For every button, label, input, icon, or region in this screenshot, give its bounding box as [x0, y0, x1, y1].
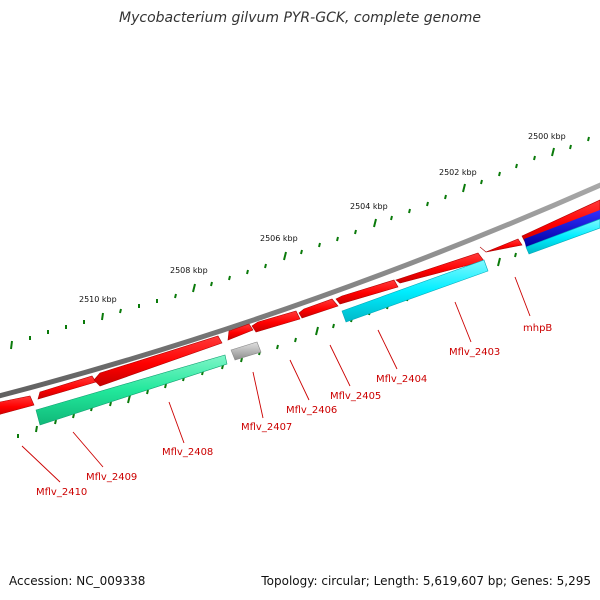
gene-label-mhpB: mhpB [523, 323, 552, 334]
cds-feature [0, 395, 35, 415]
cog-green-feature [35, 354, 228, 426]
label-leaders [21, 276, 531, 483]
cds-feature [251, 310, 301, 333]
cds-feature [479, 238, 523, 253]
gene-label-Mflv_2408: Mflv_2408 [162, 447, 213, 458]
scale-labels: 2500 kbp 2502 kbp 2504 kbp 2506 kbp 2508… [79, 132, 566, 304]
scale-label-2506: 2506 kbp [260, 234, 298, 243]
cds-feature [335, 279, 399, 305]
cog-cyan-feature [525, 218, 600, 255]
gene-label-Mflv_2409: Mflv_2409 [86, 472, 137, 483]
gene-labels: mhpB Mflv_2403 Mflv_2404 Mflv_2405 Mflv_… [36, 323, 552, 498]
gene-label-Mflv_2410: Mflv_2410 [36, 487, 87, 498]
gene-label-Mflv_2407: Mflv_2407 [241, 422, 292, 433]
gene-label-Mflv_2403: Mflv_2403 [449, 347, 500, 358]
cog-gray-feature [230, 341, 262, 361]
cog-cyan-feature [341, 259, 489, 323]
scale-label-2510: 2510 kbp [79, 295, 117, 304]
cds-feature [93, 335, 223, 387]
scale-label-2502: 2502 kbp [439, 168, 477, 177]
cds-feature [227, 323, 254, 341]
genome-backbone [0, 182, 600, 399]
cog-track [35, 210, 600, 426]
scale-ticks [10, 136, 590, 350]
cog-blue-feature [524, 210, 600, 247]
gene-label-Mflv_2405: Mflv_2405 [330, 391, 381, 402]
topology-text: Topology: circular; Length: 5,619,607 bp… [261, 574, 591, 588]
cds-feature [298, 298, 339, 319]
accession-text: Accession: NC_009338 [9, 574, 146, 588]
scale-label-2508: 2508 kbp [170, 266, 208, 275]
map-title: Mycobacterium gilvum PYR-GCK, complete g… [119, 10, 481, 26]
gene-label-Mflv_2406: Mflv_2406 [286, 405, 337, 416]
gene-label-Mflv_2404: Mflv_2404 [376, 374, 427, 385]
scale-label-2504: 2504 kbp [350, 202, 388, 211]
cds-track [0, 199, 600, 415]
scale-label-2500: 2500 kbp [528, 132, 566, 141]
cds-feature [395, 252, 485, 284]
